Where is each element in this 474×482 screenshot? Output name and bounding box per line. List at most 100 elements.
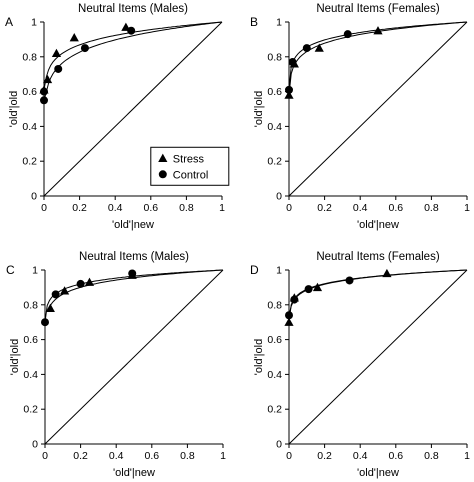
x-tick-label: 0.4: [353, 450, 368, 462]
y-tick-label: 0.4: [267, 121, 282, 133]
panel-title: Neutral Items (Males): [79, 251, 189, 263]
x-tick-label: 0: [42, 450, 48, 462]
chance-diagonal: [288, 21, 468, 197]
x-tick-label: 0: [41, 202, 47, 214]
data-point-control: [302, 44, 311, 53]
series-control: [285, 269, 468, 320]
y-tick-label: 1: [32, 265, 38, 277]
x-tick-label: 0.4: [109, 450, 124, 462]
data-point-stress: [312, 282, 323, 292]
legend-label: Stress: [173, 153, 205, 165]
y-tick-label: 0.2: [267, 156, 282, 168]
data-point-control: [127, 26, 136, 35]
data-point-stress: [284, 90, 294, 99]
y-tick-label: 0.8: [267, 299, 282, 311]
chance-diagonal: [44, 269, 224, 445]
chart-panel-d: 0 0.2 0.4 0.6 0.8 1 0 0.2 0.4 0.6 0.8 1 Neutral Item…: [250, 251, 470, 479]
y-tick-label: 0.4: [23, 369, 38, 381]
x-tick-label: 0.6: [388, 450, 403, 462]
legend-circle-icon: [158, 170, 167, 179]
panel-letter: C: [6, 263, 15, 277]
x-tick-label: 0.8: [424, 202, 439, 214]
data-point-control: [345, 276, 354, 285]
x-tick-label: 0.4: [108, 202, 123, 214]
panel-letter: B: [250, 15, 258, 29]
panel-title: Neutral Items (Females): [316, 251, 440, 263]
x-tick-label: 0.8: [179, 202, 194, 214]
legend: Stress Control: [150, 146, 230, 186]
x-tick-label: 0.8: [424, 450, 439, 462]
data-point-stress: [45, 303, 55, 312]
y-tick-label: 0.4: [267, 369, 282, 381]
x-tick-label: 1: [219, 202, 225, 214]
y-tick-label: 0.6: [22, 86, 37, 98]
legend-label: Control: [173, 169, 208, 181]
panel-letter: D: [250, 263, 259, 277]
x-tick-label: 0.6: [143, 202, 158, 214]
data-point-stress: [51, 48, 62, 57]
x-axis-label: 'old'|new: [357, 467, 399, 479]
data-point-control: [51, 290, 60, 299]
roc-curve-control: [43, 21, 223, 101]
y-tick-label: 0.4: [22, 121, 37, 133]
data-point-stress: [284, 317, 294, 326]
data-point-control: [290, 295, 299, 304]
series-control: [285, 21, 468, 94]
x-axis-label: 'old'|new: [357, 219, 399, 231]
y-tick-label: 0.8: [267, 51, 282, 63]
x-tick-label: 1: [464, 202, 470, 214]
y-tick-label: 0.2: [267, 404, 282, 416]
legend-box: [150, 146, 230, 186]
x-tick-label: 0.2: [317, 450, 332, 462]
x-axis-label: 'old'|new: [112, 219, 154, 231]
y-tick-label: 0.6: [23, 334, 38, 346]
x-tick-label: 0.2: [72, 202, 87, 214]
series-stress: [284, 21, 468, 99]
x-tick-label: 0.4: [353, 202, 368, 214]
y-axis-label: 'old'|old: [8, 91, 20, 127]
data-point-control: [288, 58, 297, 67]
roc-curve-control: [288, 269, 468, 316]
x-tick-label: 1: [220, 450, 226, 462]
y-tick-label: 0.2: [22, 156, 37, 168]
y-tick-label: 0: [276, 439, 282, 451]
x-tick-label: 1: [464, 450, 470, 462]
x-axis-label: 'old'|new: [113, 467, 155, 479]
series-control: [41, 269, 224, 327]
panel-title: Neutral Items (Males): [78, 3, 188, 15]
chart-panel-b: 0 0.2 0.4 0.6 0.8 1 0 0.2 0.4 0.6 0.8 1 Neutral Item…: [250, 3, 470, 231]
data-point-control: [285, 85, 293, 94]
data-point-stress: [69, 33, 79, 42]
y-tick-label: 0: [32, 439, 38, 451]
series-control: [40, 21, 223, 105]
data-point-control: [80, 44, 89, 53]
chart-panel-a: 0 0.2 0.4 0.6 0.8 1 0 0.2 0.4 0.6 0.8 1 Neutral Item…: [5, 3, 230, 231]
data-point-control: [40, 96, 48, 105]
chance-diagonal: [43, 21, 223, 197]
data-point-control: [343, 30, 352, 39]
y-tick-label: 1: [276, 17, 282, 29]
x-tick-label: 0.2: [73, 450, 88, 462]
y-tick-label: 0.8: [22, 51, 37, 63]
data-point-stress: [314, 43, 324, 52]
y-tick-label: 0.8: [23, 299, 38, 311]
chart-panel-c: 0 0.2 0.4 0.6 0.8 1 0 0.2 0.4 0.6 0.8 1 Neutral Item…: [6, 251, 226, 479]
panel-letter: A: [5, 15, 13, 29]
x-tick-label: 0: [286, 202, 292, 214]
roc-curve-control: [288, 21, 468, 90]
x-tick-label: 0: [286, 450, 292, 462]
data-point-control: [40, 87, 48, 96]
y-axis-label: 'old'|old: [9, 339, 21, 375]
y-tick-label: 1: [276, 265, 282, 277]
y-tick-label: 0.6: [267, 86, 282, 98]
y-axis-label: 'old'|old: [253, 91, 265, 127]
legend-triangle-icon: [158, 153, 168, 162]
roc-curve-stress: [49, 269, 224, 306]
data-point-control: [54, 64, 63, 73]
data-point-control: [304, 285, 313, 294]
x-tick-label: 0.6: [144, 450, 159, 462]
data-point-control: [285, 311, 293, 320]
data-point-control: [128, 269, 137, 278]
data-point-control: [76, 279, 85, 288]
